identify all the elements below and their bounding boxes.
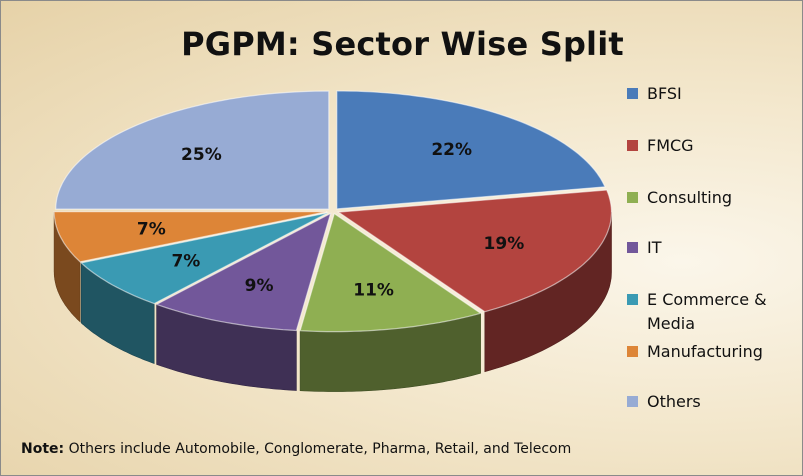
pie-labels: 22% 19% 11% 9% 7%7% 25% xyxy=(137,140,524,301)
legend-label: Manufacturing xyxy=(647,340,797,364)
legend-swatch xyxy=(627,192,638,203)
legend-label: Consulting xyxy=(647,186,797,210)
footnote: Note: Others include Automobile, Conglom… xyxy=(21,441,571,457)
pie-sides xyxy=(53,211,612,392)
legend-label: E Commerce & Media xyxy=(647,288,797,336)
legend-label-line: FMCG xyxy=(647,136,694,155)
pie-slice xyxy=(155,212,332,332)
legend-label: Others xyxy=(647,390,797,414)
slice-percent-label: 22% xyxy=(431,140,472,160)
legend-label: BFSI xyxy=(647,82,797,106)
footnote-prefix: Note: xyxy=(21,441,65,457)
slice-percent-label: 25% xyxy=(181,145,222,165)
legend-label-line: IT xyxy=(647,238,662,257)
pie-tops xyxy=(53,90,613,333)
legend-label: FMCG xyxy=(647,134,797,158)
slice-percent-label: 11% xyxy=(353,281,394,301)
pie-slice xyxy=(336,189,613,313)
chart-title: PGPM: Sector Wise Split xyxy=(181,25,624,63)
legend-swatch xyxy=(627,396,638,407)
pie-slice xyxy=(79,212,329,305)
legend-label-line: E Commerce & xyxy=(647,290,767,309)
legend-swatch xyxy=(627,242,638,253)
pie-slice xyxy=(55,90,330,210)
pie-slice xyxy=(336,90,606,210)
legend-swatch xyxy=(627,294,638,305)
footnote-text: Others include Automobile, Conglomerate,… xyxy=(64,441,572,457)
legend-swatch xyxy=(627,88,638,99)
pie-slice xyxy=(299,212,483,333)
legend-swatch xyxy=(627,346,638,357)
slice-percent-label: 19% xyxy=(484,234,525,254)
legend-label-line: BFSI xyxy=(647,84,682,103)
slice-percent-label: 7% xyxy=(171,251,200,271)
legend-label-line: Media xyxy=(647,314,696,333)
legend-label-line: Manufacturing xyxy=(647,342,763,361)
legend-label-line: Others xyxy=(647,392,701,411)
pie-slice xyxy=(53,211,328,263)
slice-percent-label: 7% xyxy=(137,220,166,240)
legend-swatch xyxy=(627,140,638,151)
slice-percent-label: 9% xyxy=(245,276,274,296)
legend-label-line: Consulting xyxy=(647,188,733,207)
legend-label: IT xyxy=(647,236,797,260)
